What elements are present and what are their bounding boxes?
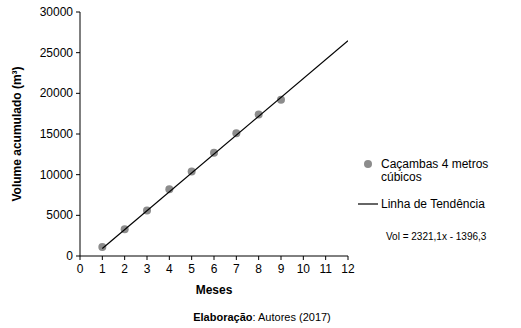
x-tick (236, 256, 237, 260)
y-tick (76, 12, 80, 13)
y-tick-label: 10000 (40, 168, 74, 182)
x-tick (214, 256, 215, 260)
y-tick-label: 20000 (40, 86, 74, 100)
x-tick (169, 256, 170, 260)
y-tick (76, 52, 80, 53)
x-tick (281, 256, 282, 260)
x-tick (102, 256, 103, 260)
x-tick-label: 6 (211, 262, 218, 276)
chart: 0500010000150002000025000300000123456789… (0, 0, 521, 328)
caption-part: : Autores (2017) (253, 311, 331, 323)
legend-label-line: Linha de Tendência (381, 197, 485, 211)
caption-part: Elaboração (193, 311, 253, 323)
y-tick (76, 93, 80, 94)
x-tick-label: 8 (255, 262, 262, 276)
x-tick (258, 256, 259, 260)
y-tick (76, 215, 80, 216)
caption: Elaboração: Autores (2017) (193, 311, 331, 323)
legend-label-line: Caçambas 4 metros (381, 157, 488, 171)
legend-label-line: cúbicos (381, 170, 422, 184)
y-tick-label: 25000 (40, 46, 74, 60)
point (98, 243, 106, 251)
x-tick (124, 256, 125, 260)
x-tick (80, 256, 81, 260)
legend-symbol (364, 160, 372, 168)
y-tick (76, 256, 80, 257)
y-tick (76, 174, 80, 175)
x-tick-label: 4 (166, 262, 173, 276)
equation: Vol = 2321,1x - 1396,3 (386, 231, 487, 242)
point (188, 167, 196, 175)
x-tick-label: 9 (278, 262, 285, 276)
y-tick-label: 0 (66, 249, 73, 263)
y-tick (76, 134, 80, 135)
x-tick-label: 10 (297, 262, 311, 276)
y-tick-label: 15000 (40, 127, 74, 141)
x-tick-label: 5 (188, 262, 195, 276)
x-tick (303, 256, 304, 260)
x-axis-label: Meses (196, 283, 233, 297)
y-axis-label: Volume acumulado (m³) (10, 66, 24, 201)
x-tick-label: 11 (319, 262, 332, 276)
x-tick (191, 256, 192, 260)
x-tick-label: 3 (144, 262, 151, 276)
legend-label: Linha de Tendência (381, 197, 485, 211)
point (210, 149, 218, 157)
x-tick (348, 256, 349, 260)
legend-symbol (358, 203, 378, 204)
x-tick (325, 256, 326, 260)
y-tick-label: 30000 (40, 5, 74, 19)
trend-line (102, 41, 348, 249)
x-tick-label: 0 (77, 262, 84, 276)
legend-label: Caçambas 4 metroscúbicos (381, 157, 488, 184)
legend: Caçambas 4 metroscúbicos Linha de Tendênc… (358, 157, 488, 211)
y-tick-label: 5000 (46, 208, 73, 222)
x-tick-label: 2 (121, 262, 128, 276)
x-tick-label: 7 (233, 262, 240, 276)
plot-data (98, 41, 348, 251)
x-tick (147, 256, 148, 260)
x-tick-label: 12 (341, 262, 355, 276)
x-tick-label: 1 (99, 262, 106, 276)
